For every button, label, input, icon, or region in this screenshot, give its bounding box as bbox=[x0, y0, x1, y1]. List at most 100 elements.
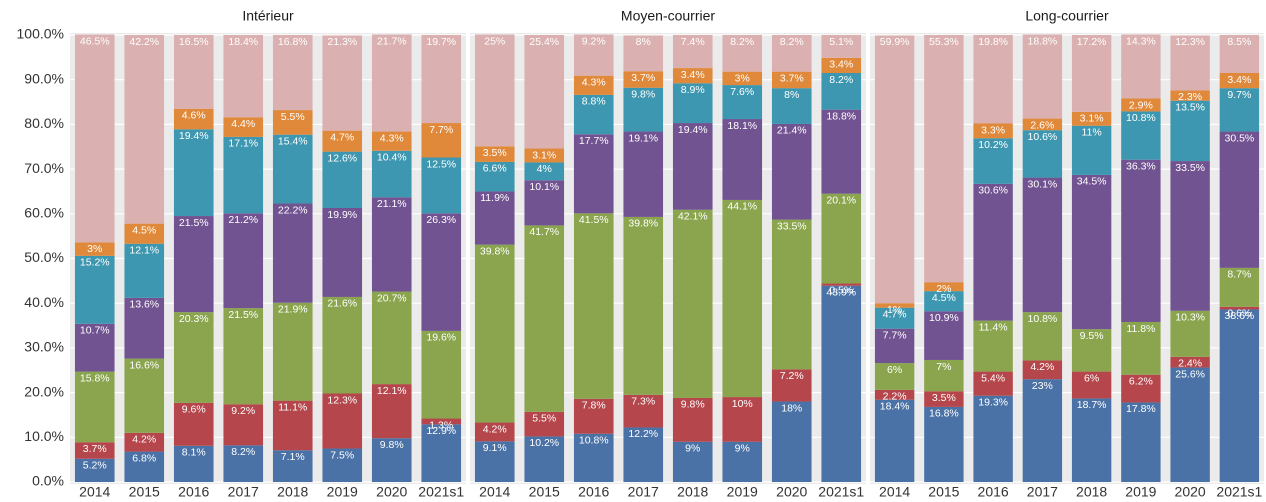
bar-segment bbox=[322, 130, 363, 152]
bar-segment bbox=[672, 68, 713, 84]
bar-segment bbox=[1022, 130, 1063, 178]
data-label: 21.3% bbox=[327, 36, 357, 48]
data-label: 25.6% bbox=[1175, 368, 1205, 380]
bar-segment bbox=[623, 394, 664, 428]
bar-segment bbox=[1071, 398, 1112, 482]
bar-segment bbox=[973, 138, 1013, 184]
data-label: 5.5% bbox=[281, 111, 305, 123]
bar-segment bbox=[771, 35, 812, 72]
bar-segment bbox=[1022, 34, 1063, 119]
bar-segment bbox=[722, 119, 763, 200]
bar-segment bbox=[124, 243, 165, 298]
data-label: 3% bbox=[87, 243, 102, 255]
data-label: 16.8% bbox=[929, 408, 959, 420]
data-label: 5.1% bbox=[829, 36, 853, 48]
data-label: 17.1% bbox=[228, 138, 258, 150]
data-label: 25.4% bbox=[529, 36, 559, 48]
data-label: 20.7% bbox=[377, 292, 407, 304]
data-label: 10.1% bbox=[529, 181, 559, 193]
data-label: 6% bbox=[1084, 372, 1099, 384]
bar-segment bbox=[124, 358, 165, 433]
data-label: 3.5% bbox=[932, 392, 956, 404]
bar-segment bbox=[272, 203, 313, 303]
bar-segment bbox=[722, 71, 763, 86]
data-label: 7.5% bbox=[330, 449, 354, 461]
bar-segment bbox=[1071, 329, 1112, 372]
data-label: 16.6% bbox=[129, 359, 159, 371]
bar-segment bbox=[1170, 367, 1210, 482]
data-label: 9% bbox=[685, 443, 700, 455]
data-label: 20.3% bbox=[179, 313, 209, 325]
data-label: 19.3% bbox=[978, 397, 1008, 409]
data-label: 11% bbox=[1082, 127, 1102, 139]
bar-segment bbox=[124, 223, 165, 244]
data-label: 2.4% bbox=[1178, 358, 1202, 370]
data-label: 1% bbox=[887, 304, 902, 316]
bar-segment bbox=[722, 397, 763, 442]
bar-segment bbox=[421, 35, 462, 124]
bar-segment bbox=[371, 197, 412, 292]
bar-segment bbox=[722, 441, 763, 482]
data-label: 10.6% bbox=[1027, 131, 1057, 143]
data-label: 2.2% bbox=[883, 391, 907, 403]
bar-segment bbox=[1121, 159, 1161, 322]
data-label: 19.4% bbox=[678, 124, 708, 136]
data-label: 5.4% bbox=[981, 372, 1005, 384]
bar-segment bbox=[973, 183, 1013, 321]
data-label: 4.3% bbox=[582, 76, 606, 88]
bar-segment bbox=[474, 161, 515, 192]
data-label: 19.7% bbox=[426, 36, 456, 48]
bar-segment bbox=[1219, 267, 1260, 307]
bar-segment bbox=[173, 35, 214, 109]
data-label: 30.5% bbox=[1224, 132, 1254, 144]
data-label: 41.7% bbox=[529, 226, 559, 238]
bar-segment bbox=[223, 35, 264, 118]
data-label: 42.1% bbox=[678, 211, 708, 223]
bar-segment bbox=[272, 302, 313, 401]
bar-segment bbox=[272, 450, 313, 482]
data-label: 4.3% bbox=[380, 132, 404, 144]
bar-segment bbox=[173, 216, 214, 313]
data-label: 39.8% bbox=[480, 245, 510, 257]
bar-segment bbox=[722, 85, 763, 120]
bar-segment bbox=[1022, 177, 1063, 313]
bar-segment bbox=[1219, 306, 1260, 310]
bar-segment bbox=[623, 35, 664, 72]
data-label: 9.7% bbox=[1227, 89, 1251, 101]
data-label: 3.7% bbox=[83, 443, 107, 455]
data-label: 9.5% bbox=[1080, 330, 1104, 342]
bar-segment bbox=[474, 34, 515, 147]
data-label: 0.5% bbox=[829, 284, 853, 296]
bar-segment bbox=[74, 34, 115, 243]
bar-segment bbox=[371, 384, 412, 439]
data-label: 11.9% bbox=[480, 192, 509, 204]
data-label: 16.8% bbox=[278, 36, 308, 48]
bar-segment bbox=[573, 433, 614, 482]
data-label: 4.5% bbox=[932, 292, 956, 304]
bar-segment bbox=[524, 180, 565, 226]
data-label: 3.1% bbox=[532, 149, 556, 161]
bar-segment bbox=[874, 399, 915, 482]
bar-segment bbox=[421, 418, 462, 425]
bar-segment bbox=[173, 129, 214, 217]
bar-segment bbox=[223, 308, 264, 405]
data-label: 7.6% bbox=[730, 86, 754, 98]
bar-segment bbox=[924, 291, 964, 312]
data-label: 10.8% bbox=[1027, 313, 1057, 325]
data-label: 2.6% bbox=[1030, 119, 1054, 131]
data-label: 15.4% bbox=[278, 135, 308, 147]
data-label: 3.3% bbox=[981, 124, 1005, 136]
data-label: 44.1% bbox=[727, 201, 757, 213]
bar-segment bbox=[771, 369, 812, 402]
data-label: 8.5% bbox=[1227, 36, 1251, 48]
data-label: 21.4% bbox=[777, 125, 807, 137]
bar-segment bbox=[973, 371, 1013, 396]
data-label: 8% bbox=[784, 89, 799, 101]
bar-segment bbox=[1121, 374, 1161, 403]
data-label: 9.8% bbox=[380, 439, 404, 451]
bar-segment bbox=[1121, 34, 1161, 99]
bar-segment bbox=[924, 391, 964, 407]
bar-segment bbox=[74, 255, 115, 324]
bar-segment bbox=[771, 219, 812, 370]
bar-segment bbox=[771, 401, 812, 482]
